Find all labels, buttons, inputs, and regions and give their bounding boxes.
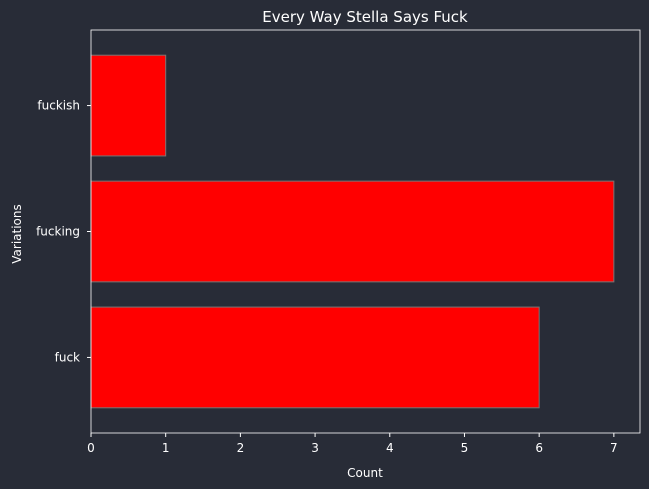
x-tick-label: 0	[87, 441, 95, 455]
x-tick-label: 3	[311, 441, 319, 455]
bar-fuckish	[90, 54, 167, 157]
y-tick-label: fucking	[36, 225, 80, 239]
x-axis-label: Count	[347, 466, 383, 480]
bars-layer	[90, 54, 615, 409]
bar-fuck	[90, 306, 540, 409]
bar-fucking	[90, 180, 615, 283]
chart-title: Every Way Stella Says Fuck	[262, 8, 468, 26]
y-tick-label: fuck	[55, 350, 80, 364]
x-tick-label: 5	[461, 441, 469, 455]
y-tick-label: fuckish	[37, 99, 80, 113]
x-tick-label: 6	[535, 441, 543, 455]
x-tick-label: 7	[610, 441, 618, 455]
x-axis: 0 1 2 3 4 5 6 7	[87, 433, 618, 455]
y-axis-label: Variations	[10, 204, 24, 264]
y-axis: fuck fucking fuckish	[36, 99, 91, 364]
x-tick-label: 4	[386, 441, 394, 455]
x-tick-label: 2	[237, 441, 245, 455]
x-tick-label: 1	[162, 441, 170, 455]
